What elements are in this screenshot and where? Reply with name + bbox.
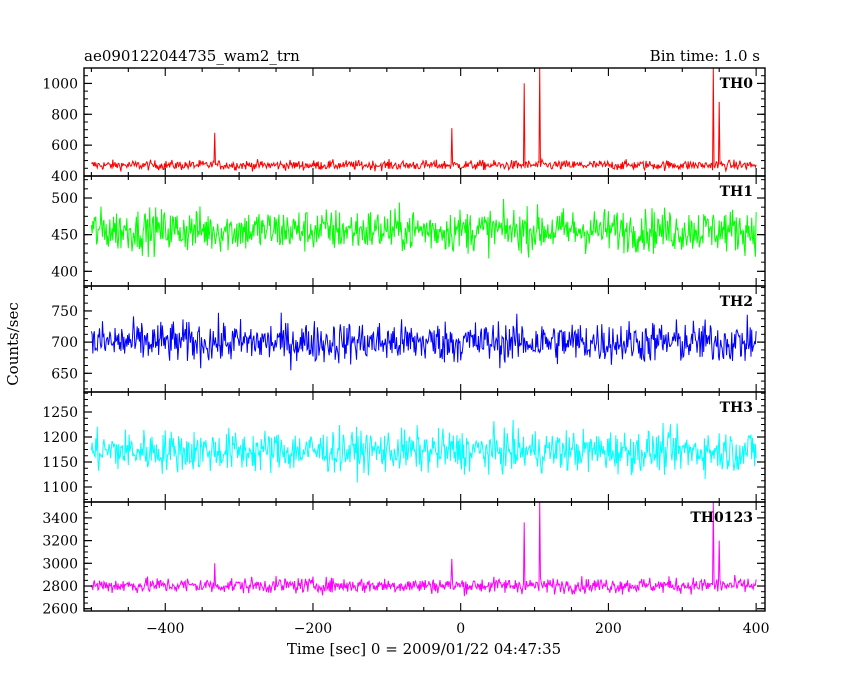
series-line-th1 (90, 198, 757, 259)
band-label: TH2 (720, 294, 753, 310)
chart-title: ae090122044735_wam2_trn (84, 47, 300, 65)
x-axis-label: Time [sec] 0 = 2009/01/22 04:47:35 (287, 640, 561, 658)
y-tick-label: 1150 (42, 455, 78, 471)
y-tick-label: 750 (51, 304, 78, 320)
x-tick-label: 200 (595, 621, 622, 637)
y-tick-label: 450 (51, 228, 78, 244)
panel-th3: 1100 1150 1200 1250 TH3 (42, 391, 766, 503)
y-tick-label: 3400 (42, 511, 78, 527)
panel-frame (83, 501, 766, 612)
x-tick-label: 0 (456, 621, 465, 637)
panel-th0: 400 600 800 1000 TH0 (42, 67, 766, 185)
y-tick-label: 1000 (42, 76, 78, 92)
x-tick-label: −400 (146, 621, 184, 637)
y-tick-label: 600 (51, 138, 78, 154)
x-tick-label: −200 (294, 621, 332, 637)
y-tick-label: 400 (51, 169, 78, 185)
y-tick-label: 1250 (42, 405, 78, 421)
y-tick-label: 500 (51, 191, 78, 207)
y-tick-label: 400 (51, 264, 78, 280)
series-line-th0 (91, 68, 757, 173)
band-label: TH0123 (690, 510, 753, 526)
y-tick-label: 1200 (42, 430, 78, 446)
panels-layer: 400 600 800 1000 TH0 400 450 500 TH1 650 700 750 TH2… (42, 67, 770, 637)
panel-frame (83, 67, 766, 177)
series-line-th3 (90, 419, 757, 483)
band-label: TH0 (720, 76, 754, 92)
y-tick-label: 1100 (42, 480, 78, 496)
y-tick-label: 700 (51, 335, 78, 351)
panel-th1: 400 450 500 TH1 (51, 175, 766, 287)
y-tick-label: 800 (51, 107, 78, 123)
y-tick-label: 3200 (42, 534, 78, 550)
y-axis-label: Counts/sec (4, 302, 22, 386)
series-line-th0123 (90, 502, 757, 597)
band-label: TH1 (720, 184, 753, 200)
panel-th0123: 2600 2800 3000 3200 3400 TH0123 (42, 501, 766, 618)
y-tick-label: 2600 (42, 602, 78, 618)
panel-th2: 650 700 750 TH2 (51, 285, 766, 393)
y-tick-label: 2800 (42, 579, 78, 595)
y-tick-label: 650 (51, 366, 78, 382)
band-label: TH3 (720, 400, 753, 416)
series-line-th2 (90, 312, 757, 371)
bin-time-label: Bin time: 1.0 s (650, 47, 760, 65)
y-tick-label: 3000 (42, 556, 78, 572)
x-tick-label: 400 (743, 621, 770, 637)
